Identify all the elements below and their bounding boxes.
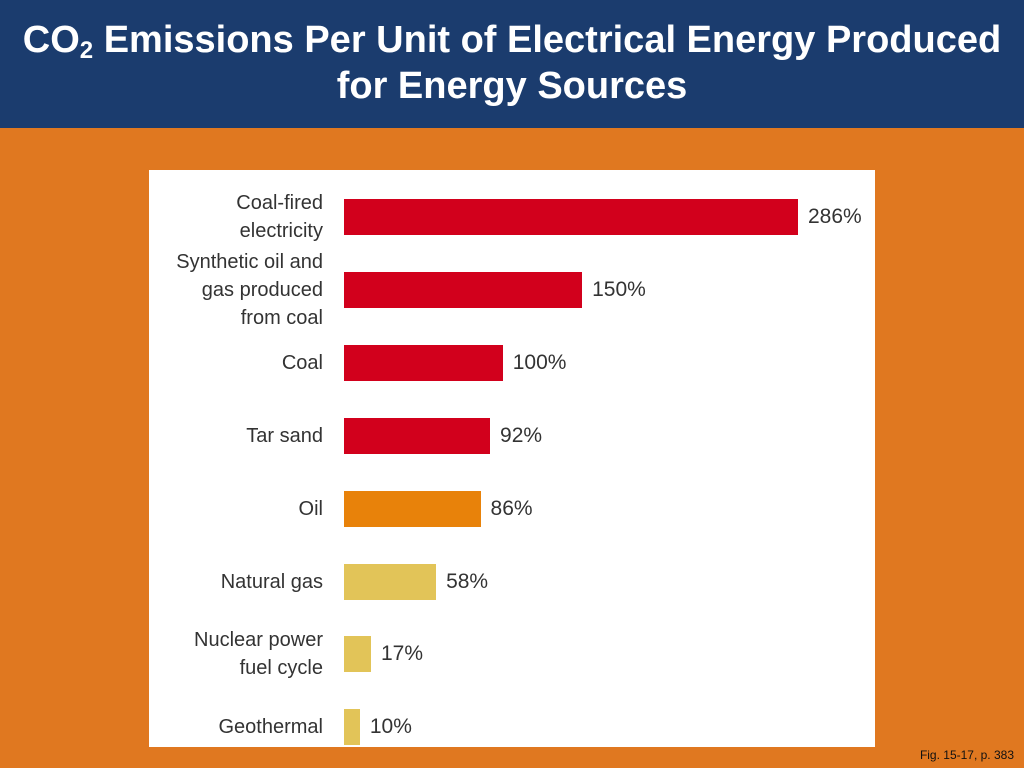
value-label: 58% bbox=[446, 569, 489, 593]
category-label: Natural gas bbox=[220, 570, 323, 593]
value-label: 286% bbox=[808, 205, 862, 228]
value-label: 100% bbox=[512, 350, 567, 374]
bar bbox=[344, 636, 371, 673]
value-label: 17% bbox=[380, 642, 424, 666]
bar bbox=[344, 417, 491, 454]
bar bbox=[344, 199, 798, 235]
title: Emissions Per Unit of Electrical Energy … bbox=[103, 19, 1002, 107]
title-subscript: 2 bbox=[79, 37, 94, 64]
title-bar: CO2 Emissions Per Unit of Electrical Ene… bbox=[0, 0, 1024, 128]
bar bbox=[344, 709, 360, 746]
value-label: 86% bbox=[490, 496, 533, 520]
value-label: 150% bbox=[592, 277, 646, 301]
category-label: Oil bbox=[298, 497, 323, 520]
value-label: 10% bbox=[369, 715, 412, 739]
bar bbox=[344, 563, 437, 600]
value-label: 92% bbox=[500, 423, 543, 447]
category-label: Tar sand bbox=[246, 424, 323, 447]
bar bbox=[344, 344, 503, 381]
category-label: Synthetic oil and gas produced from coal bbox=[176, 250, 323, 329]
category-label: Nuclear power fuel cycle bbox=[194, 629, 323, 680]
footnote: Fig. 15-17, p. 383 bbox=[919, 748, 1014, 762]
category-label: Coal-fired electricity bbox=[236, 192, 323, 242]
bar bbox=[344, 271, 583, 308]
title-prefix: CO bbox=[22, 19, 80, 61]
category-label: Coal bbox=[281, 351, 323, 374]
category-label: Geothermal bbox=[218, 716, 324, 739]
chart-panel: Coal-fired electricity 286% Synthetic oil … bbox=[149, 170, 875, 747]
bar bbox=[344, 490, 481, 527]
